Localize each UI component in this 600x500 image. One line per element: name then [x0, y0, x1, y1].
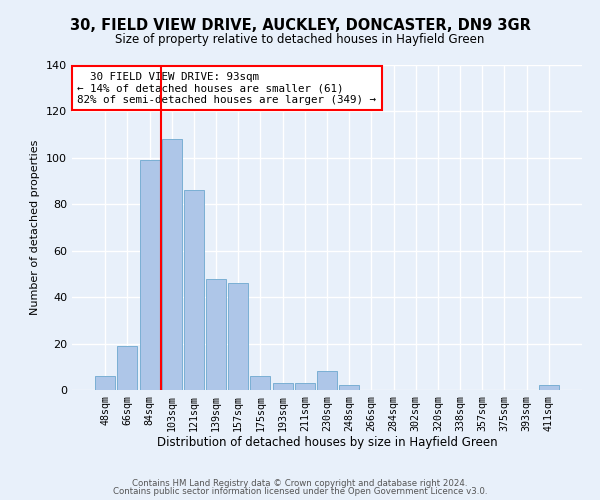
X-axis label: Distribution of detached houses by size in Hayfield Green: Distribution of detached houses by size … [157, 436, 497, 450]
Bar [184, 190, 204, 390]
Text: Contains HM Land Registry data © Crown copyright and database right 2024.: Contains HM Land Registry data © Crown c… [132, 478, 468, 488]
Bar [162, 140, 182, 390]
Bar [317, 372, 337, 390]
Bar [295, 383, 315, 390]
Text: 30 FIELD VIEW DRIVE: 93sqm  
← 14% of detached houses are smaller (61)
82% of se: 30 FIELD VIEW DRIVE: 93sqm ← 14% of deta… [77, 72, 376, 104]
Bar [95, 376, 115, 390]
Bar [339, 386, 359, 390]
Text: Contains public sector information licensed under the Open Government Licence v3: Contains public sector information licen… [113, 487, 487, 496]
Bar [250, 376, 271, 390]
Bar [228, 283, 248, 390]
Bar [118, 346, 137, 390]
Y-axis label: Number of detached properties: Number of detached properties [31, 140, 40, 315]
Bar [539, 386, 559, 390]
Bar [140, 160, 160, 390]
Text: Size of property relative to detached houses in Hayfield Green: Size of property relative to detached ho… [115, 32, 485, 46]
Text: 30, FIELD VIEW DRIVE, AUCKLEY, DONCASTER, DN9 3GR: 30, FIELD VIEW DRIVE, AUCKLEY, DONCASTER… [70, 18, 530, 32]
Bar [206, 278, 226, 390]
Bar [272, 383, 293, 390]
